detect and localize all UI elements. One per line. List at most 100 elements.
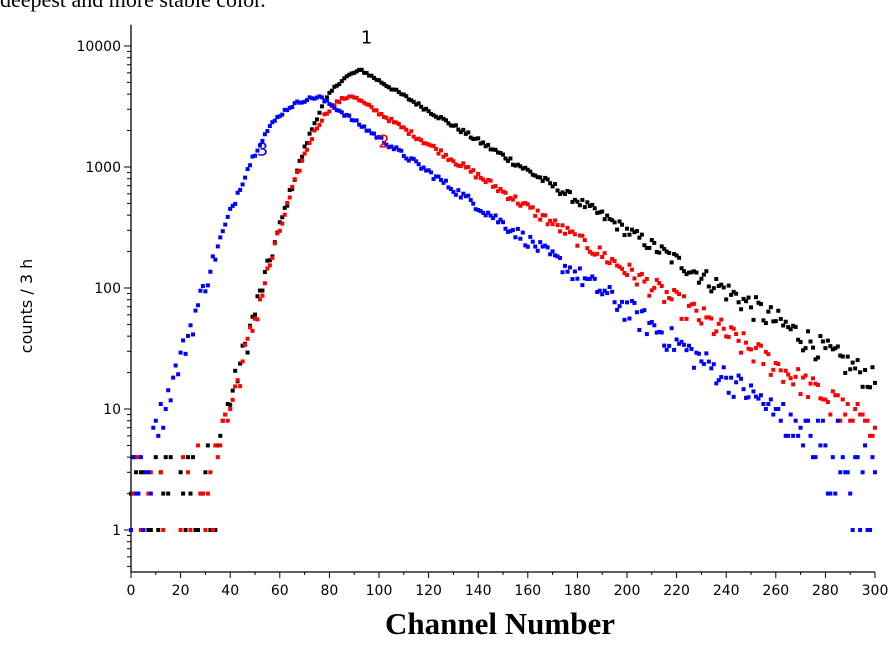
data-point-series-1 bbox=[820, 339, 825, 344]
data-point-series-3 bbox=[823, 443, 828, 448]
data-point-series-1 bbox=[515, 162, 520, 167]
data-point-series-2 bbox=[758, 343, 763, 348]
data-point-series-1 bbox=[416, 101, 421, 106]
data-point-series-2 bbox=[295, 170, 300, 175]
data-point-series-2 bbox=[870, 433, 875, 438]
data-point-series-2 bbox=[657, 281, 662, 286]
data-point-series-2 bbox=[332, 103, 337, 108]
data-point-series-2 bbox=[476, 171, 481, 176]
data-point-series-3 bbox=[763, 407, 768, 411]
data-point-series-1 bbox=[458, 130, 463, 135]
data-point-series-2 bbox=[682, 294, 687, 299]
data-point-series-3 bbox=[597, 288, 602, 293]
data-point-series-2 bbox=[297, 168, 302, 173]
data-point-series-3 bbox=[488, 213, 493, 218]
data-point-series-2 bbox=[615, 263, 620, 268]
data-point-series-3 bbox=[627, 316, 632, 321]
data-point-series-2 bbox=[654, 277, 659, 282]
data-point-series-2 bbox=[820, 397, 825, 402]
data-point-series-3 bbox=[381, 140, 386, 145]
data-point-series-3 bbox=[493, 213, 498, 218]
data-point-series-3 bbox=[342, 113, 347, 118]
data-point-series-1 bbox=[798, 340, 803, 345]
data-point-series-1 bbox=[401, 92, 406, 97]
data-point-series-1 bbox=[560, 190, 565, 195]
data-point-series-1 bbox=[592, 206, 597, 211]
data-point-series-1 bbox=[297, 158, 302, 163]
data-point-series-2 bbox=[198, 491, 203, 496]
data-point-series-2 bbox=[208, 470, 213, 475]
data-point-series-1 bbox=[379, 80, 384, 85]
data-point-series-2 bbox=[642, 279, 647, 284]
data-point-series-2 bbox=[627, 262, 632, 267]
data-point-series-3 bbox=[198, 288, 203, 293]
data-point-series-1 bbox=[610, 218, 615, 223]
data-point-series-1 bbox=[602, 217, 607, 222]
data-point-series-1 bbox=[453, 123, 458, 128]
data-point-series-1 bbox=[823, 346, 828, 351]
data-point-series-1 bbox=[238, 361, 243, 366]
data-point-series-3 bbox=[151, 425, 156, 430]
data-point-series-1 bbox=[230, 388, 235, 393]
data-point-series-3 bbox=[483, 213, 488, 218]
data-point-series-1 bbox=[129, 491, 133, 496]
data-point-series-3 bbox=[178, 350, 183, 355]
data-point-series-2 bbox=[684, 316, 689, 321]
data-point-series-3 bbox=[275, 115, 280, 120]
data-point-series-1 bbox=[332, 84, 337, 89]
data-point-series-2 bbox=[315, 126, 319, 131]
data-point-series-3 bbox=[203, 289, 208, 294]
data-point-series-1 bbox=[404, 94, 409, 99]
data-point-series-1 bbox=[225, 401, 230, 406]
data-point-series-3 bbox=[706, 359, 711, 364]
data-point-series-2 bbox=[225, 418, 230, 423]
data-point-series-2 bbox=[617, 264, 622, 269]
data-point-series-1 bbox=[620, 222, 625, 227]
data-point-series-2 bbox=[431, 143, 436, 148]
data-point-series-1 bbox=[657, 250, 662, 255]
data-point-series-3 bbox=[739, 376, 744, 381]
data-point-series-2 bbox=[699, 321, 704, 326]
x-tick-label: 200 bbox=[614, 583, 641, 599]
data-point-series-2 bbox=[354, 95, 359, 100]
data-point-series-3 bbox=[205, 283, 210, 288]
data-point-series-2 bbox=[213, 443, 218, 448]
data-point-series-1 bbox=[163, 455, 168, 460]
data-point-series-1 bbox=[409, 98, 414, 103]
curve-labels: 1 2 3 bbox=[257, 27, 390, 160]
data-point-series-2 bbox=[203, 528, 208, 532]
data-point-series-2 bbox=[721, 326, 726, 331]
data-point-series-1 bbox=[448, 123, 453, 128]
data-point-series-3 bbox=[307, 95, 312, 100]
data-point-series-2 bbox=[580, 233, 585, 238]
data-point-series-3 bbox=[515, 226, 520, 231]
data-point-series-3 bbox=[684, 348, 689, 353]
data-point-series-3 bbox=[496, 220, 501, 225]
data-point-series-3 bbox=[379, 135, 384, 140]
data-point-series-2 bbox=[312, 128, 317, 133]
data-point-series-2 bbox=[339, 96, 344, 101]
data-point-series-1 bbox=[565, 188, 570, 193]
data-point-series-3 bbox=[334, 108, 339, 113]
data-point-series-3 bbox=[245, 167, 250, 172]
data-point-series-2 bbox=[555, 223, 560, 228]
data-point-series-2 bbox=[595, 251, 600, 256]
data-point-series-3 bbox=[282, 107, 287, 112]
data-point-series-2 bbox=[860, 412, 865, 417]
data-point-series-3 bbox=[414, 159, 419, 164]
data-point-series-2 bbox=[409, 129, 414, 134]
data-point-series-3 bbox=[441, 180, 446, 185]
data-point-series-1 bbox=[255, 294, 260, 299]
data-point-series-1 bbox=[781, 323, 786, 328]
data-point-series-3 bbox=[372, 131, 377, 136]
data-point-series-1 bbox=[625, 226, 629, 231]
data-point-series-3 bbox=[461, 191, 466, 196]
data-point-series-1 bbox=[327, 90, 332, 95]
data-point-series-2 bbox=[781, 379, 786, 384]
data-point-series-1 bbox=[791, 323, 796, 328]
data-point-series-1 bbox=[138, 470, 143, 475]
data-point-series-1 bbox=[840, 354, 845, 359]
data-point-series-3 bbox=[419, 166, 424, 171]
data-point-series-3 bbox=[481, 210, 486, 215]
data-point-series-1 bbox=[687, 270, 691, 275]
